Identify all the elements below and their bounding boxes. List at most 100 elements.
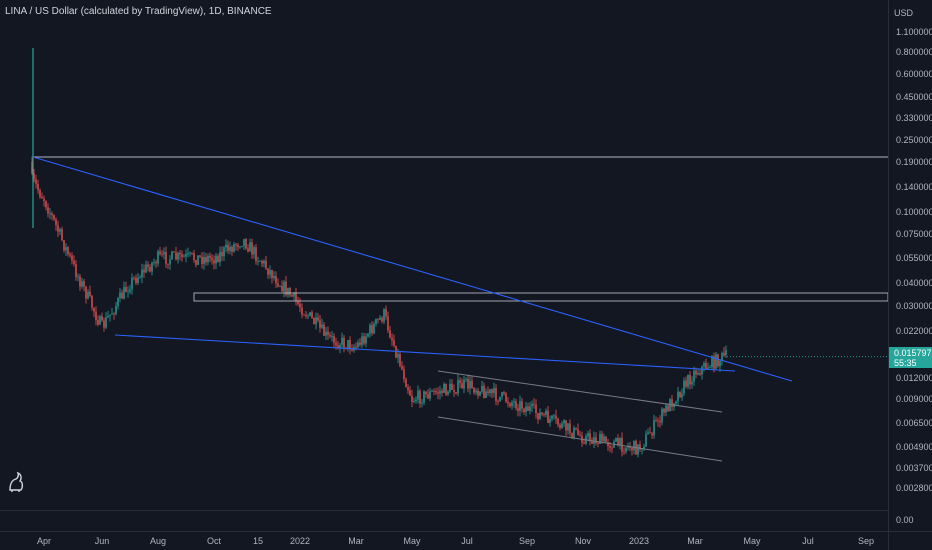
candle-body (563, 420, 565, 424)
candle-body (577, 429, 579, 435)
candle-body (665, 405, 667, 413)
candle-body (539, 412, 541, 420)
price-tick-label: 0.00650000 (896, 418, 932, 428)
candle-body (417, 390, 419, 400)
candle-body (83, 281, 85, 287)
candle-body (155, 261, 157, 264)
candle-body (145, 264, 147, 273)
candle-body (709, 367, 711, 369)
candle-body (291, 295, 293, 297)
candle-body (597, 443, 599, 444)
candle-body (483, 385, 485, 398)
candle-body (125, 287, 127, 292)
candle-body (95, 311, 97, 320)
candle-body (299, 303, 301, 308)
candle-body (459, 380, 461, 384)
candle-body (587, 433, 589, 437)
candle-body (541, 412, 543, 415)
candle-body (359, 342, 361, 345)
candle-body (79, 276, 81, 287)
candle-body (681, 393, 683, 398)
candle-body (633, 440, 635, 451)
candle-body (293, 292, 295, 297)
candle-body (447, 391, 449, 395)
candle-body (525, 406, 527, 413)
candle-body (183, 256, 185, 258)
candle-body (445, 384, 447, 395)
bar-countdown: 55:35 (894, 358, 917, 368)
price-tick-label: 0.19000000 (896, 157, 932, 167)
candle-body (647, 432, 649, 435)
candle-body (317, 317, 319, 321)
candle-body (517, 408, 519, 411)
candle-body (133, 277, 135, 279)
time-tick-label: Sep (518, 536, 536, 546)
candle-body (413, 400, 415, 402)
candle-body (679, 391, 681, 398)
candle-body (199, 255, 201, 257)
candle-body (477, 390, 479, 396)
candle-body (123, 287, 125, 299)
candle-body (181, 254, 183, 257)
candle-body (213, 260, 215, 264)
candle-body (327, 331, 329, 335)
candle-body (705, 363, 707, 369)
candle-body (579, 434, 581, 436)
candle-body (281, 286, 283, 292)
candle-body (455, 392, 457, 394)
candle-body (725, 350, 727, 356)
candle-body (485, 391, 487, 398)
candle-body (573, 427, 575, 438)
candle-body (559, 424, 561, 428)
price-tick-label: 0.45000000 (896, 92, 932, 102)
candle-body (195, 260, 197, 265)
candle-body (47, 207, 49, 214)
candle-body (57, 225, 59, 232)
candle-body (543, 414, 545, 416)
candle-body (671, 399, 673, 408)
candle-body (711, 356, 713, 368)
candle-body (77, 276, 79, 278)
candle-body (387, 316, 389, 331)
candle-body (35, 179, 37, 184)
candle-body (503, 392, 505, 394)
candle-body (677, 391, 679, 402)
candle-body (323, 324, 325, 336)
candle-body (505, 393, 507, 402)
candle-body (315, 317, 317, 325)
candle-body (157, 251, 159, 264)
candle-body (375, 318, 377, 324)
candle-body (499, 396, 501, 402)
time-tick-label: Mar (348, 536, 364, 546)
candle-body (45, 201, 47, 208)
candle-body (321, 324, 323, 328)
descending-trendline (32, 156, 793, 382)
candle-body (63, 240, 65, 251)
candle-body (93, 307, 95, 312)
symbol-title: LINA / US Dollar (calculated by TradingV… (5, 6, 272, 17)
candle-body (565, 420, 567, 431)
candle-body (343, 337, 345, 348)
candle-body (267, 268, 269, 275)
candle-body (385, 309, 387, 317)
candle-body (701, 366, 703, 375)
candle-body (249, 242, 251, 252)
candle-body (369, 325, 371, 334)
candle-body (341, 337, 343, 345)
price-tick-label: 0.00280000 (896, 483, 932, 493)
candle-body (99, 316, 101, 325)
candle-body (251, 242, 253, 255)
tradingview-logo-icon[interactable] (6, 470, 26, 494)
candle-body (313, 317, 315, 325)
time-tick-label: Oct (206, 536, 222, 546)
candle-body (529, 406, 531, 411)
candle-body (273, 276, 275, 279)
candle-body (641, 449, 643, 450)
candle-body (715, 354, 717, 369)
candle-body (151, 262, 153, 272)
candle-body (43, 198, 45, 202)
drawings-layer (32, 156, 889, 462)
candle-body (245, 239, 247, 249)
candle-body (697, 373, 699, 375)
